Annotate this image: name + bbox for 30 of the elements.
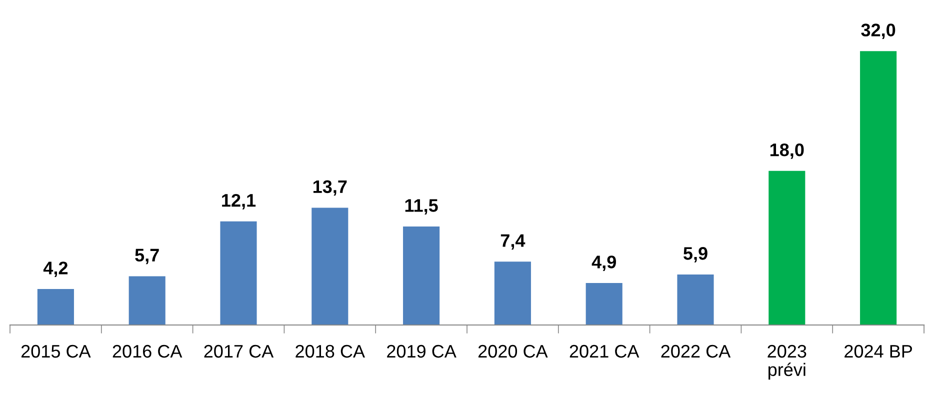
bar bbox=[860, 51, 897, 325]
bar bbox=[312, 208, 348, 325]
data-label: 4,9 bbox=[592, 256, 616, 271]
x-tick-label: 2018 CA bbox=[296, 344, 365, 358]
data-label: 5,7 bbox=[135, 248, 159, 264]
bar bbox=[677, 274, 714, 325]
data-label: 7,4 bbox=[500, 234, 526, 250]
bar bbox=[586, 283, 622, 325]
bar bbox=[128, 276, 166, 325]
x-tick-label: 2017 CA bbox=[204, 344, 274, 358]
x-tick-label: 2015 CA bbox=[21, 344, 91, 358]
data-label: 13,7 bbox=[313, 180, 347, 196]
data-label: 11,5 bbox=[405, 199, 438, 214]
x-tick-label: 2023 prévi bbox=[768, 344, 806, 380]
data-label: 5,9 bbox=[684, 247, 708, 262]
data-label: 12,1 bbox=[222, 194, 256, 210]
x-tick-label: 2024 BP bbox=[844, 344, 912, 358]
bar bbox=[768, 170, 806, 325]
x-tick-label: 2016 CA bbox=[112, 344, 182, 358]
data-label: 4,2 bbox=[43, 262, 68, 277]
x-tick-label: 2021 CA bbox=[570, 344, 640, 358]
data-label: 32,0 bbox=[861, 24, 896, 40]
bar bbox=[37, 289, 74, 325]
bar bbox=[494, 262, 531, 325]
bar bbox=[220, 221, 257, 325]
x-tick-label: 2020 CA bbox=[478, 344, 548, 358]
bar bbox=[403, 226, 440, 325]
x-tick-label: 2019 CA bbox=[387, 344, 456, 358]
x-tick-label: 2022 CA bbox=[661, 344, 731, 358]
data-label: 18,0 bbox=[770, 143, 804, 159]
